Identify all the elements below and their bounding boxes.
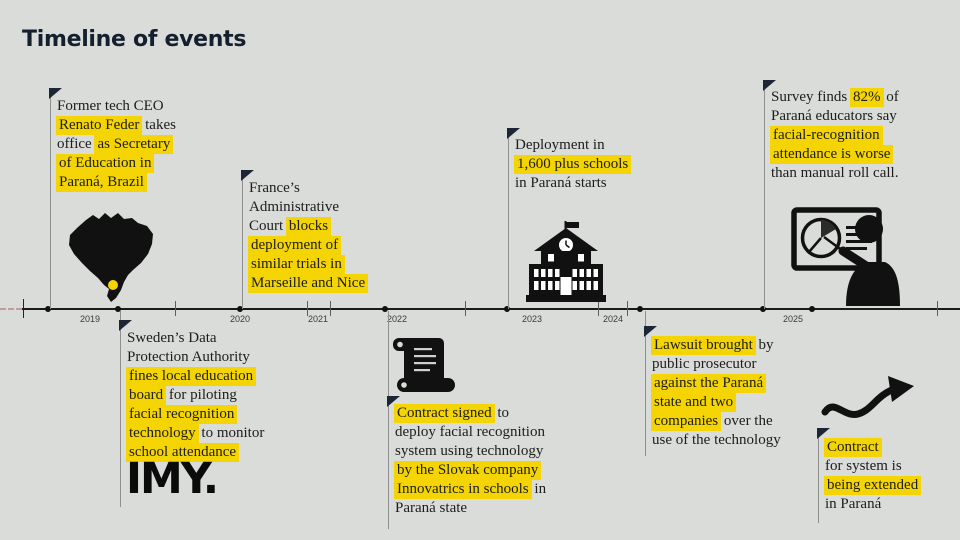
page-title: Timeline of events (22, 27, 247, 52)
event-dot (237, 306, 243, 312)
connector-deployment (508, 128, 509, 309)
axis-tick (330, 301, 331, 316)
contract-scroll-icon (391, 336, 459, 398)
event-contract-extended: Contract for system is being extended in Pa… (824, 438, 960, 514)
event-feder-takes-office: Former tech CEO Renato Feder takes office … (56, 98, 176, 192)
connector-survey (764, 80, 765, 309)
event-flag-icon (763, 80, 776, 91)
axis-tick (307, 301, 308, 316)
parana-dot (108, 280, 118, 290)
event-flag-icon (49, 88, 62, 99)
axis-line (22, 308, 960, 310)
event-dot (504, 306, 510, 312)
event-flag-icon (507, 128, 520, 139)
connector-feder (50, 88, 51, 309)
axis-dashed-segment (0, 308, 22, 310)
axis-tick (175, 301, 176, 316)
year-label-2024: 2024 (602, 314, 624, 324)
school-building-icon (519, 221, 613, 304)
event-flag-icon (817, 428, 830, 439)
event-dot (637, 306, 643, 312)
event-flag-icon (387, 396, 400, 407)
event-dot (115, 306, 121, 312)
event-contract-signed: Contract signed to deploy facial recognit… (394, 404, 547, 516)
connector-france (242, 170, 243, 309)
event-dot (760, 306, 766, 312)
event-dot (45, 306, 51, 312)
year-label-2021: 2021 (307, 314, 329, 324)
axis-tick (23, 299, 24, 318)
year-label-2023: 2023 (521, 314, 543, 324)
event-dot (809, 306, 815, 312)
event-lawsuit-brought: Lawsuit brought by public prosecutor again… (651, 336, 781, 448)
connector-sweden (120, 311, 121, 507)
year-label-2020: 2020 (229, 314, 251, 324)
event-flag-icon (241, 170, 254, 181)
event-flag-icon (644, 326, 657, 337)
year-label-2019: 2019 (79, 314, 101, 324)
connector-contract-signed (388, 311, 389, 529)
event-sweden-fine: Sweden’s Data Protection Authority fines l… (126, 330, 265, 462)
event-survey-educators: Survey finds 82% of Paraná educators say f… (770, 88, 899, 181)
imy-logo: IMY. (126, 454, 219, 504)
axis-tick (598, 301, 599, 316)
year-label-2025: 2025 (782, 314, 804, 324)
axis-tick (465, 301, 466, 316)
year-label-2022: 2022 (386, 314, 408, 324)
connector-contract-extended (818, 428, 819, 523)
event-france-court-blocks: France’s Administrative Court blocks deploy… (248, 179, 414, 293)
event-flag-icon (119, 320, 132, 331)
extension-arrow-icon (820, 376, 920, 428)
event-deployment-starts: Deployment in 1,600 plus schools in Paraná… (514, 136, 685, 193)
presenter-board-icon (788, 204, 903, 306)
brazil-map-icon (58, 206, 158, 302)
axis-tick (937, 301, 938, 316)
event-dot (382, 306, 388, 312)
connector-lawsuit (645, 311, 646, 456)
axis-tick (627, 301, 628, 316)
